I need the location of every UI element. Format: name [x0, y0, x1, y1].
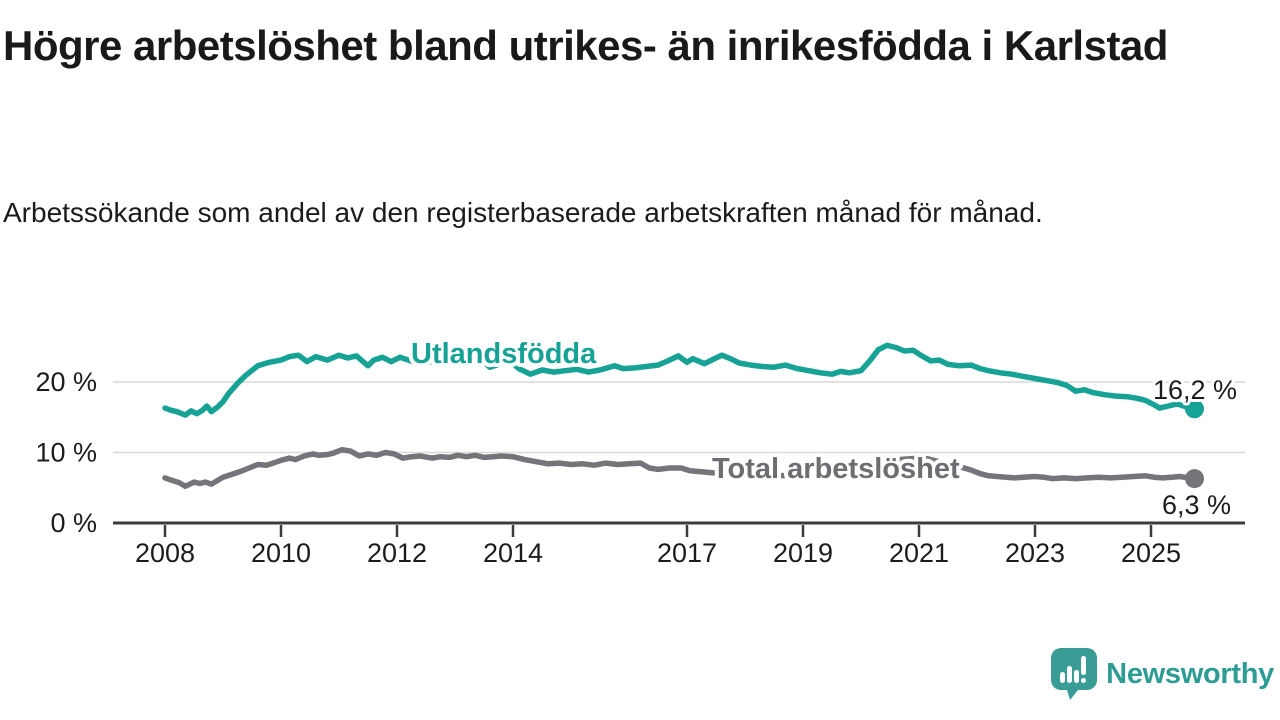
newsworthy-logo-text: Newsworthy — [1106, 657, 1274, 690]
series-label-total-arbetsloshet: Total arbetslöshet — [712, 453, 960, 485]
newsworthy-logo: Newsworthy — [1051, 648, 1274, 700]
page-title: Högre arbetslöshet bland utrikes- än inr… — [3, 22, 1168, 69]
series-line-0 — [162, 342, 1198, 418]
end-value-utlandsfodda: 16,2 % — [1153, 375, 1237, 405]
x-tick-label: 2008 — [135, 538, 195, 568]
x-tick-label: 2019 — [773, 538, 833, 568]
x-tick-label: 2017 — [657, 538, 717, 568]
y-tick-label: 0 % — [50, 508, 97, 538]
x-tick-label: 2014 — [483, 538, 543, 568]
x-tick-label: 2010 — [251, 538, 311, 568]
axis-group: 0 % 10 % 20 % 2008 2010 2012 2014 2017 2019 2021 2… — [35, 367, 1245, 568]
y-tick-label: 20 % — [35, 367, 97, 397]
y-tick-label: 10 % — [35, 438, 97, 468]
x-tick-label: 2021 — [889, 538, 949, 568]
x-tick-label: 2025 — [1121, 538, 1181, 568]
page-subtitle: Arbetssökande som andel av den registerb… — [3, 197, 1043, 228]
end-value-total-arbetsloshet: 6,3 % — [1162, 490, 1231, 520]
series-label-utlandsfodda: Utlandsfödda — [411, 338, 597, 370]
series-end-dot-0 — [1185, 399, 1204, 419]
newsworthy-icon — [1051, 648, 1098, 700]
series-line-1 — [162, 446, 1198, 490]
series-group — [162, 342, 1204, 490]
x-tick-label: 2012 — [367, 538, 427, 568]
series-end-dot-1 — [1185, 469, 1204, 489]
x-tick-label: 2023 — [1005, 538, 1065, 568]
